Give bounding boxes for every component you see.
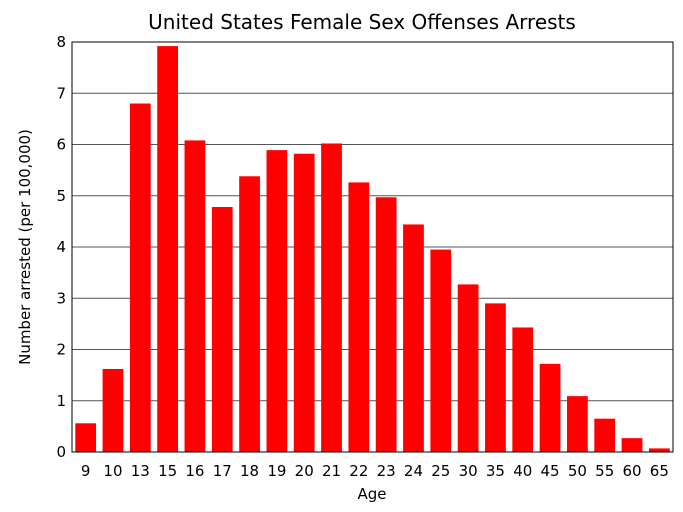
y-tick-labels: 0 1 2 3 4 5 6 7 8 [56, 33, 66, 461]
x-tick-label: 45 [541, 462, 560, 480]
bar-age-16 [184, 140, 206, 452]
y-tick-label: 8 [56, 33, 66, 51]
x-tick-label: 10 [103, 462, 122, 480]
y-axis-label: Number arrested (per 100,000) [16, 129, 34, 365]
y-tick-label: 2 [56, 341, 66, 359]
x-tick-label: 23 [377, 462, 396, 480]
x-tick-label: 55 [595, 462, 614, 480]
y-tick-label: 5 [56, 187, 66, 205]
bar-age-45 [539, 363, 561, 452]
bar-age-30 [457, 284, 479, 452]
y-tick-label: 7 [56, 84, 66, 102]
x-tick-label: 24 [404, 462, 423, 480]
x-tick-label: 13 [131, 462, 150, 480]
x-tick-label: 19 [267, 462, 286, 480]
bar-age-65 [648, 448, 670, 452]
bar-age-15 [157, 46, 178, 452]
bar-age-24 [403, 224, 424, 452]
bar-age-23 [375, 197, 397, 452]
bars [75, 46, 670, 453]
x-tick-label: 15 [158, 462, 177, 480]
y-tick-label: 1 [56, 392, 66, 410]
y-tick-label: 6 [56, 136, 66, 154]
x-tick-label: 9 [81, 462, 91, 480]
y-tick-label: 0 [56, 443, 66, 461]
x-tick-label: 17 [213, 462, 232, 480]
x-tick-label: 40 [513, 462, 532, 480]
bar-age-35 [485, 303, 506, 452]
bar-age-25 [430, 249, 452, 452]
bar-age-21 [321, 143, 342, 452]
bar-age-50 [567, 396, 588, 452]
x-tick-label: 20 [295, 462, 314, 480]
y-tick-label: 3 [56, 289, 66, 307]
bar-age-10 [102, 368, 124, 452]
bar-age-40 [512, 327, 534, 452]
x-tick-label: 18 [240, 462, 259, 480]
x-tick-label: 25 [431, 462, 450, 480]
bar-age-9 [75, 423, 97, 452]
x-axis-label: Age [357, 485, 386, 503]
x-tick-label: 21 [322, 462, 341, 480]
bar-age-13 [129, 103, 151, 452]
chart-title: United States Female Sex Offenses Arrest… [148, 10, 576, 34]
x-tick-label: 30 [459, 462, 478, 480]
bar-age-22 [348, 182, 370, 453]
x-tick-label: 16 [185, 462, 204, 480]
bar-age-19 [266, 150, 288, 452]
x-tick-label: 65 [650, 462, 669, 480]
bar-age-20 [293, 153, 315, 452]
x-tick-label: 22 [349, 462, 368, 480]
x-tick-label: 60 [622, 462, 641, 480]
bar-age-17 [211, 207, 233, 452]
bar-age-60 [621, 438, 643, 452]
y-tick-label: 4 [56, 238, 66, 256]
plot-frame [71, 41, 674, 453]
bar-age-55 [594, 418, 616, 452]
x-tick-labels: 9 10 13 15 16 17 18 19 20 21 22 23 24 25 30 35 40 45 50 55 6… [81, 462, 669, 480]
x-tick-label: 50 [568, 462, 587, 480]
bar-age-18 [239, 176, 260, 452]
x-tick-label: 35 [486, 462, 505, 480]
